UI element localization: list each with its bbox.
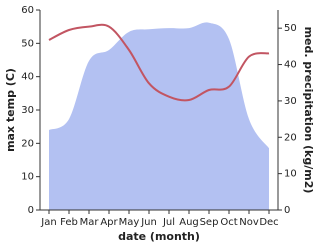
x-tick-label: Feb — [60, 217, 78, 228]
x-tick-label: Sep — [200, 217, 219, 228]
x-tick-label: Jan — [40, 217, 56, 228]
y2-tick-label: 50 — [284, 23, 297, 34]
y-tick-label: 20 — [21, 138, 34, 149]
x-tick-label: Jul — [162, 217, 175, 228]
x-axis-label: date (month) — [118, 230, 200, 243]
x-tick-label: May — [119, 217, 140, 228]
y2-tick-label: 20 — [284, 132, 297, 143]
x-tick-label: Oct — [220, 217, 237, 228]
y-tick-label: 10 — [21, 172, 34, 183]
y-tick-label: 30 — [21, 105, 34, 116]
y-tick-label: 60 — [21, 5, 34, 16]
x-tick-label: Mar — [80, 217, 100, 228]
y-tick-label: 50 — [21, 38, 34, 49]
y2-tick-label: 40 — [284, 60, 297, 71]
y2-axis-label: med. precipitation (kg/m2) — [302, 27, 315, 194]
x-tick-label: Dec — [259, 217, 278, 228]
x-tick-label: Nov — [239, 217, 259, 228]
y-tick-label: 0 — [28, 205, 34, 216]
y2-tick-label: 30 — [284, 96, 297, 107]
y2-tick-label: 10 — [284, 169, 297, 180]
y2-tick-label: 0 — [284, 205, 290, 216]
x-tick-label: Aug — [179, 217, 199, 228]
precipitation-area — [49, 22, 269, 210]
y-axis-label: max temp (C) — [4, 68, 17, 152]
y-tick-label: 40 — [21, 72, 34, 83]
x-tick-label: Jun — [140, 217, 157, 228]
x-tick-label: Apr — [100, 217, 118, 228]
temperature-line — [48, 23, 270, 102]
